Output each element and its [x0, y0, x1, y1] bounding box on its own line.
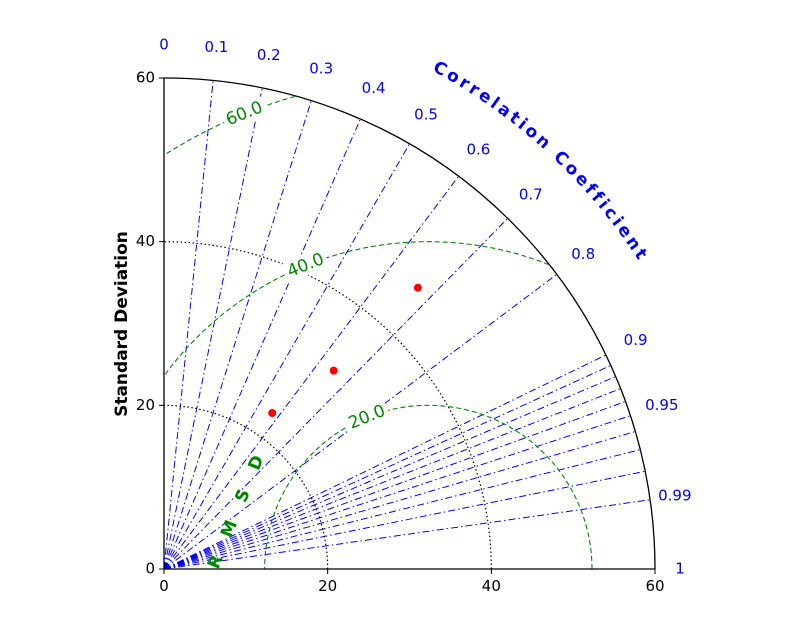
rmsd-label-letter: S	[231, 487, 254, 506]
correlation-tick-labels: 0 0.1 0.2 0.3 0.4 0.5 0.6 0.7 0.8 0.9 0.95 0.99 1	[159, 36, 691, 578]
rmsd-label-background	[281, 247, 330, 284]
correlation-line	[163, 364, 612, 570]
x-tick-label: 40	[482, 577, 501, 595]
correlation-tick-label: 0.9	[624, 331, 648, 349]
correlation-tick-label: 0	[159, 36, 169, 54]
rmsd-label-letter: M	[217, 517, 242, 540]
rmsd-label-background	[220, 96, 269, 132]
std-circle	[163, 241, 492, 570]
outer-boundary-arc	[163, 77, 656, 570]
rmsd-contour-label: 20.0	[346, 401, 389, 434]
y-tick-label: 60	[136, 69, 155, 87]
rmsd-contour-label: 40.0	[284, 249, 327, 282]
correlation-tick-label: 0.8	[571, 245, 595, 263]
correlation-line	[163, 449, 641, 570]
correlation-line	[163, 218, 509, 570]
rmsd-label-letter: D	[245, 453, 269, 474]
correlation-line	[163, 499, 651, 570]
rmsd-contour	[164, 241, 550, 375]
correlation-axis-label: Correlation Coefficient	[430, 57, 653, 265]
std-circle	[163, 404, 329, 570]
correlation-line	[163, 388, 621, 570]
data-point	[413, 283, 422, 292]
rmsd-label-background	[342, 399, 392, 435]
correlation-line	[163, 470, 646, 570]
data-point	[329, 366, 338, 375]
data-points	[268, 283, 422, 418]
correlation-line	[163, 143, 410, 570]
correlation-tick-label: 0.2	[257, 46, 281, 64]
correlation-line	[163, 87, 263, 570]
correlation-tick-label: 0.7	[519, 185, 543, 203]
y-tick-label: 40	[136, 232, 155, 250]
y-axis-label: Standard Deviation	[112, 231, 132, 417]
correlation-line	[163, 100, 312, 570]
std-circles	[163, 77, 656, 570]
x-tick-label: 20	[318, 577, 337, 595]
rmsd-contour-label: 60.0	[223, 97, 266, 130]
data-point	[268, 409, 277, 418]
correlation-tick-label: 0.1	[204, 38, 228, 56]
correlation-line	[163, 354, 607, 570]
correlation-line	[163, 175, 460, 570]
correlation-line	[163, 401, 626, 570]
correlation-line	[163, 431, 636, 570]
correlation-tick-label: 0.6	[466, 140, 490, 158]
correlation-line	[163, 376, 616, 570]
correlation-line	[163, 273, 558, 570]
correlation-tick-label: 0.95	[645, 396, 678, 414]
y-tick-label: 0	[145, 560, 155, 578]
std-tick-labels: 00 20 20 40 40 60 60	[136, 69, 665, 596]
correlation-tick-label: 0.3	[309, 60, 333, 78]
correlation-line	[163, 415, 631, 570]
correlation-line	[163, 80, 214, 570]
rmsd-contours: 20.0 40.0 60.0	[164, 95, 593, 570]
correlation-tick-label: 0.5	[414, 106, 438, 124]
correlation-lines	[163, 80, 651, 570]
correlation-tick-label: 1	[675, 560, 685, 578]
x-tick-label: 60	[645, 577, 664, 595]
correlation-tick-label: 0.4	[362, 79, 386, 97]
x-tick-label: 0	[159, 577, 169, 595]
correlation-tick-label: 0.99	[658, 487, 691, 505]
y-tick-label: 20	[136, 396, 155, 414]
correlation-line	[163, 118, 361, 570]
rmsd-contour	[264, 404, 593, 570]
axes	[163, 78, 655, 570]
